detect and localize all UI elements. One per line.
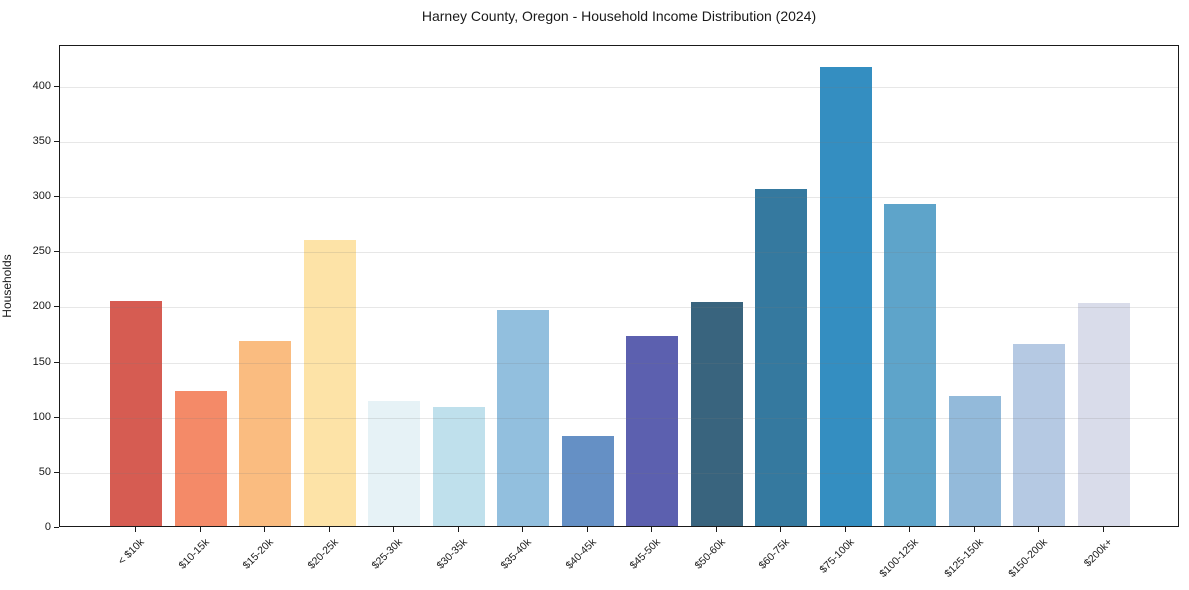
chart-title: Harney County, Oregon - Household Income…: [421, 8, 817, 24]
bar-125-150k: [948, 395, 1001, 526]
x-tick-7: [586, 527, 588, 532]
x-tick-15: [1103, 527, 1104, 532]
bar-200k+: [1077, 303, 1130, 526]
y-tick-label-200: 200: [32, 300, 51, 313]
x-tick-label-14: $150-200k: [1006, 536, 1051, 580]
x-tick-12: [909, 527, 911, 532]
bar-50-60k: [690, 302, 743, 526]
gridline-y-50: [60, 472, 1178, 474]
x-tick-0: [135, 527, 136, 532]
y-tick-label-350: 350: [32, 135, 51, 147]
bar-60-75k: [755, 188, 808, 526]
gridline-y-400: [60, 86, 1178, 88]
bar-20-25k: [303, 240, 356, 526]
x-tick-label-7: $40-45k: [563, 536, 599, 572]
bar-25-30k: [368, 401, 421, 526]
y-tick-label-250: 250: [32, 245, 51, 258]
x-tick-10: [780, 527, 782, 532]
x-tick-label-15: $200k+: [1081, 536, 1115, 570]
bar-40-45k: [561, 435, 614, 526]
x-tick-5: [457, 527, 459, 532]
x-tick-label-3: $20-25k: [305, 536, 341, 572]
x-tick-label-8: $45-50k: [627, 536, 663, 572]
x-tick-label-11: $75-100k: [817, 536, 857, 576]
plot-area: [59, 45, 1179, 527]
bar-45-50k: [626, 336, 679, 526]
x-tick-label-12: $100-125k: [877, 536, 922, 580]
x-tick-label-13: $125-150k: [942, 536, 986, 580]
x-tick-4: [393, 527, 395, 532]
y-tick-label-100: 100: [32, 410, 51, 423]
x-tick-label-2: $15-20k: [240, 536, 276, 572]
bar-75-100k: [819, 67, 872, 526]
y-tick-label-400: 400: [32, 79, 51, 92]
x-tick-label-0: < $10k: [115, 536, 147, 568]
x-tick-13: [973, 527, 975, 532]
bar-100-125k: [884, 203, 937, 526]
x-tick-3: [328, 527, 330, 532]
gridline-y-200: [60, 307, 1178, 309]
gridline-y-250: [60, 252, 1178, 254]
x-tick-6: [522, 527, 524, 532]
gridline-y-150: [60, 362, 1178, 364]
y-tick-label-0: 0: [44, 521, 51, 533]
bar-150-200k: [1013, 344, 1066, 526]
x-tick-label-6: $35-40k: [498, 536, 534, 572]
y-tick-label-150: 150: [32, 355, 51, 368]
x-tick-label-5: $30-35k: [434, 536, 470, 572]
bar-10-15k: [174, 391, 227, 526]
x-tick-9: [715, 527, 717, 532]
y-tick-0: [54, 527, 59, 528]
x-tick-label-9: $50-60k: [692, 536, 728, 572]
gridline-y-300: [60, 197, 1178, 199]
bar-10k: [110, 301, 162, 526]
x-tick-11: [844, 527, 846, 532]
y-axis-label: Households: [0, 254, 14, 318]
x-tick-label-10: $60-75k: [756, 536, 793, 572]
y-tick-label-300: 300: [32, 190, 51, 203]
x-tick-2: [264, 527, 266, 532]
x-tick-14: [1038, 527, 1040, 532]
x-tick-label-1: $10-15k: [175, 536, 212, 572]
y-tick-label-50: 50: [38, 465, 51, 478]
gridline-y-100: [60, 417, 1178, 419]
x-tick-8: [651, 527, 653, 532]
gridline-y-350: [60, 142, 1178, 143]
x-tick-label-4: $25-30k: [369, 536, 405, 572]
bar-15-20k: [239, 340, 292, 526]
bar-35-40k: [497, 309, 550, 526]
bar-30-35k: [432, 406, 485, 526]
x-tick-1: [199, 527, 201, 532]
